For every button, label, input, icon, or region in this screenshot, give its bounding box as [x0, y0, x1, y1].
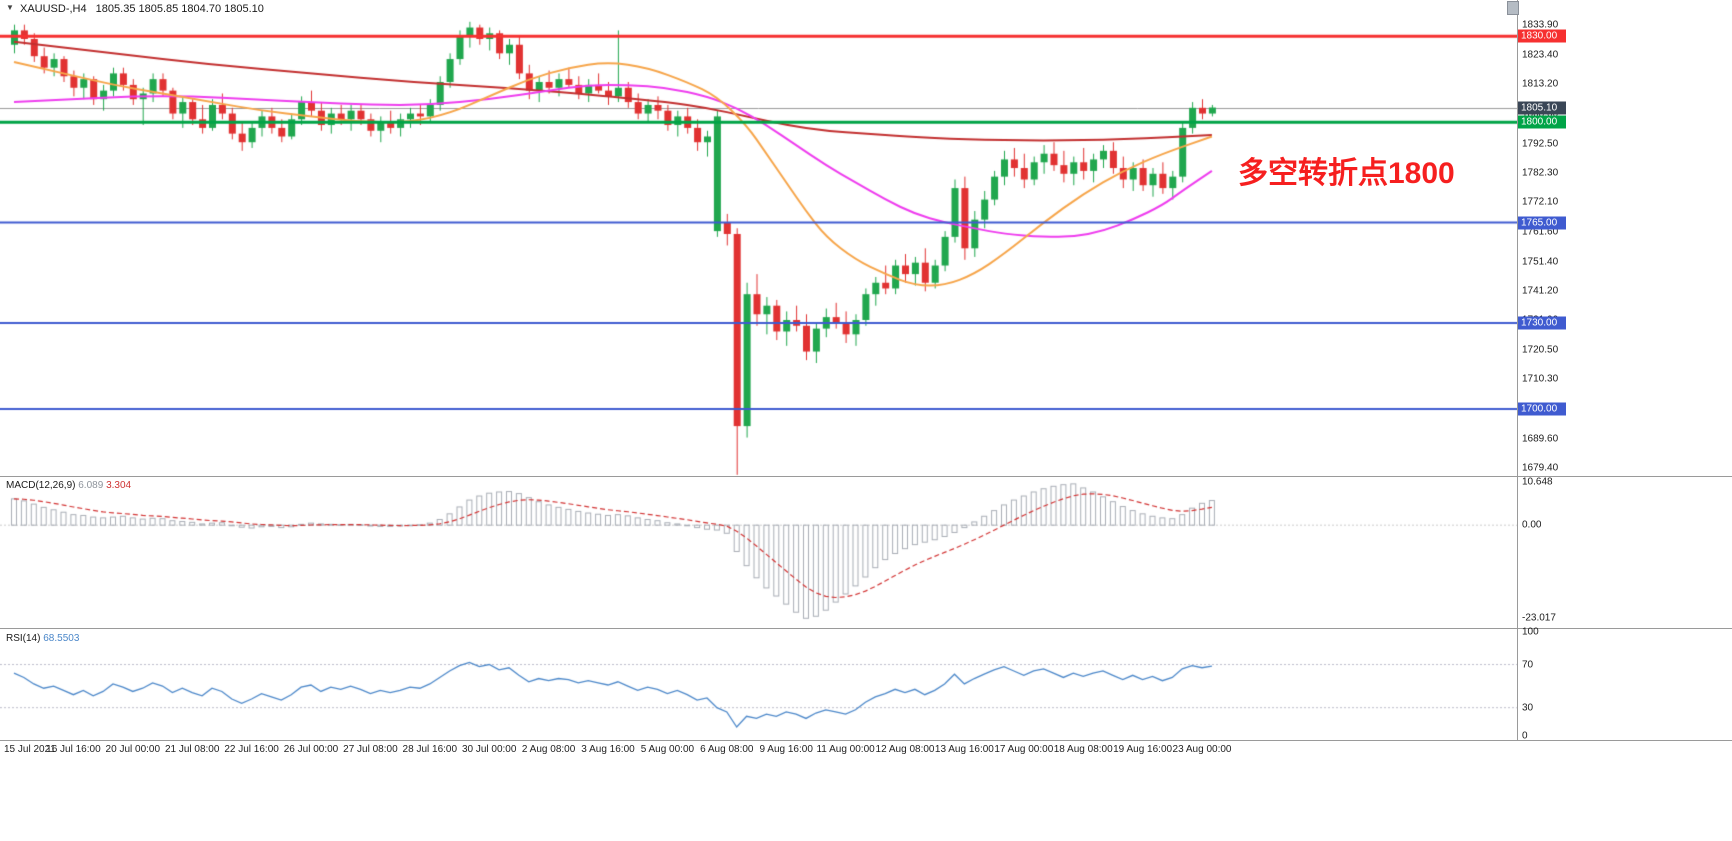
time-axis-label: 22 Jul 16:00: [224, 744, 279, 755]
price-tick: 1823.40: [1522, 49, 1559, 61]
rsi-tick: 30: [1522, 702, 1534, 714]
ohlc-values: 1805.35 1805.85 1804.70 1805.10: [95, 3, 264, 15]
price-tick: 1803.00: [1522, 108, 1559, 120]
time-axis-label: 17 Aug 00:00: [994, 744, 1054, 755]
chart-scrollbar-thumb[interactable]: [1507, 1, 1519, 15]
price-tick: 1792.50: [1522, 138, 1559, 150]
rsi-label: RSI(14) 68.5503: [6, 633, 79, 644]
pane-separator[interactable]: [0, 476, 1732, 477]
macd-tick: -23.017: [1522, 612, 1556, 624]
price-tick: 1731.00: [1522, 314, 1559, 326]
time-axis-label: 30 Jul 00:00: [461, 744, 517, 755]
price-chart-canvas[interactable]: [0, 0, 1517, 476]
time-axis-label: 6 Aug 08:00: [700, 744, 754, 755]
time-axis-label: 21 Jul 08:00: [164, 744, 220, 755]
time-axis-label: 9 Aug 16:00: [759, 744, 813, 755]
price-level-flag: 1830.00: [1518, 29, 1566, 43]
time-axis-label: 20 Jul 00:00: [105, 744, 161, 755]
price-tick: 1741.20: [1522, 285, 1559, 297]
macd-indicator-canvas[interactable]: [0, 477, 1517, 628]
current-price-flag: 1805.10: [1518, 101, 1566, 115]
price-tick: 1720.50: [1522, 344, 1559, 356]
macd-main-value: 6.089: [78, 480, 104, 491]
price-axis-border: [1517, 0, 1518, 740]
symbol-marker-icon: ▼: [6, 3, 14, 12]
macd-signal-value: 3.304: [106, 480, 132, 491]
price-tick: 1782.30: [1522, 167, 1559, 179]
chart-header: ▼ XAUUSD-,H4 1805.35 1805.85 1804.70 180…: [6, 3, 264, 15]
macd-label: MACD(12,26,9) 6.089 3.304: [6, 480, 131, 491]
price-level-flag: 1730.00: [1518, 316, 1566, 330]
symbol-timeframe-label: XAUUSD-,H4: [19, 3, 87, 15]
time-axis-label: 26 Jul 00:00: [283, 744, 339, 755]
time-axis-label: 11 Aug 00:00: [816, 744, 875, 755]
macd-tick: 0.00: [1522, 519, 1542, 531]
time-axis-label: 15 Jul 2021: [4, 744, 56, 755]
price-tick: 1813.20: [1522, 78, 1559, 90]
price-level-flag: 1800.00: [1518, 115, 1566, 129]
price-level-flag: 1700.00: [1518, 402, 1566, 416]
rsi-value: 68.5503: [43, 633, 80, 644]
pane-separator[interactable]: [0, 740, 1732, 741]
time-axis-label: 19 Aug 16:00: [1113, 744, 1173, 755]
time-axis-label: 23 Aug 00:00: [1172, 744, 1232, 755]
macd-tick: 10.648: [1522, 476, 1553, 488]
time-axis-label: 3 Aug 16:00: [581, 744, 635, 755]
price-tick: 1689.60: [1522, 433, 1559, 445]
time-axis-label: 18 Aug 08:00: [1053, 744, 1113, 755]
time-axis-label: 12 Aug 08:00: [875, 744, 935, 755]
macd-name: MACD(12,26,9): [6, 480, 76, 491]
rsi-tick: 70: [1522, 659, 1534, 670]
time-axis-label: 2 Aug 08:00: [521, 744, 576, 755]
rsi-indicator-canvas[interactable]: [0, 630, 1517, 740]
rsi-name: RSI(14): [6, 633, 41, 644]
pane-separator[interactable]: [0, 628, 1732, 629]
chart-annotation-text[interactable]: 多空转折点1800: [1238, 157, 1455, 190]
time-axis-label: 13 Aug 16:00: [934, 744, 994, 755]
time-axis-label: 16 Jul 16:00: [46, 744, 101, 755]
price-level-flag: 1765.00: [1518, 216, 1566, 230]
price-tick: 1772.10: [1522, 196, 1559, 208]
time-axis-label: 27 Jul 08:00: [343, 744, 398, 755]
price-tick: 1710.30: [1522, 373, 1559, 385]
price-tick: 1833.90: [1522, 19, 1559, 31]
price-tick: 1751.40: [1522, 256, 1559, 267]
time-axis-label: 28 Jul 16:00: [402, 744, 458, 755]
price-tick: 1761.60: [1522, 226, 1559, 238]
time-axis-label: 5 Aug 00:00: [640, 744, 695, 755]
price-tick: 1679.40: [1522, 462, 1559, 474]
price-tick: 1700.10: [1522, 403, 1559, 415]
